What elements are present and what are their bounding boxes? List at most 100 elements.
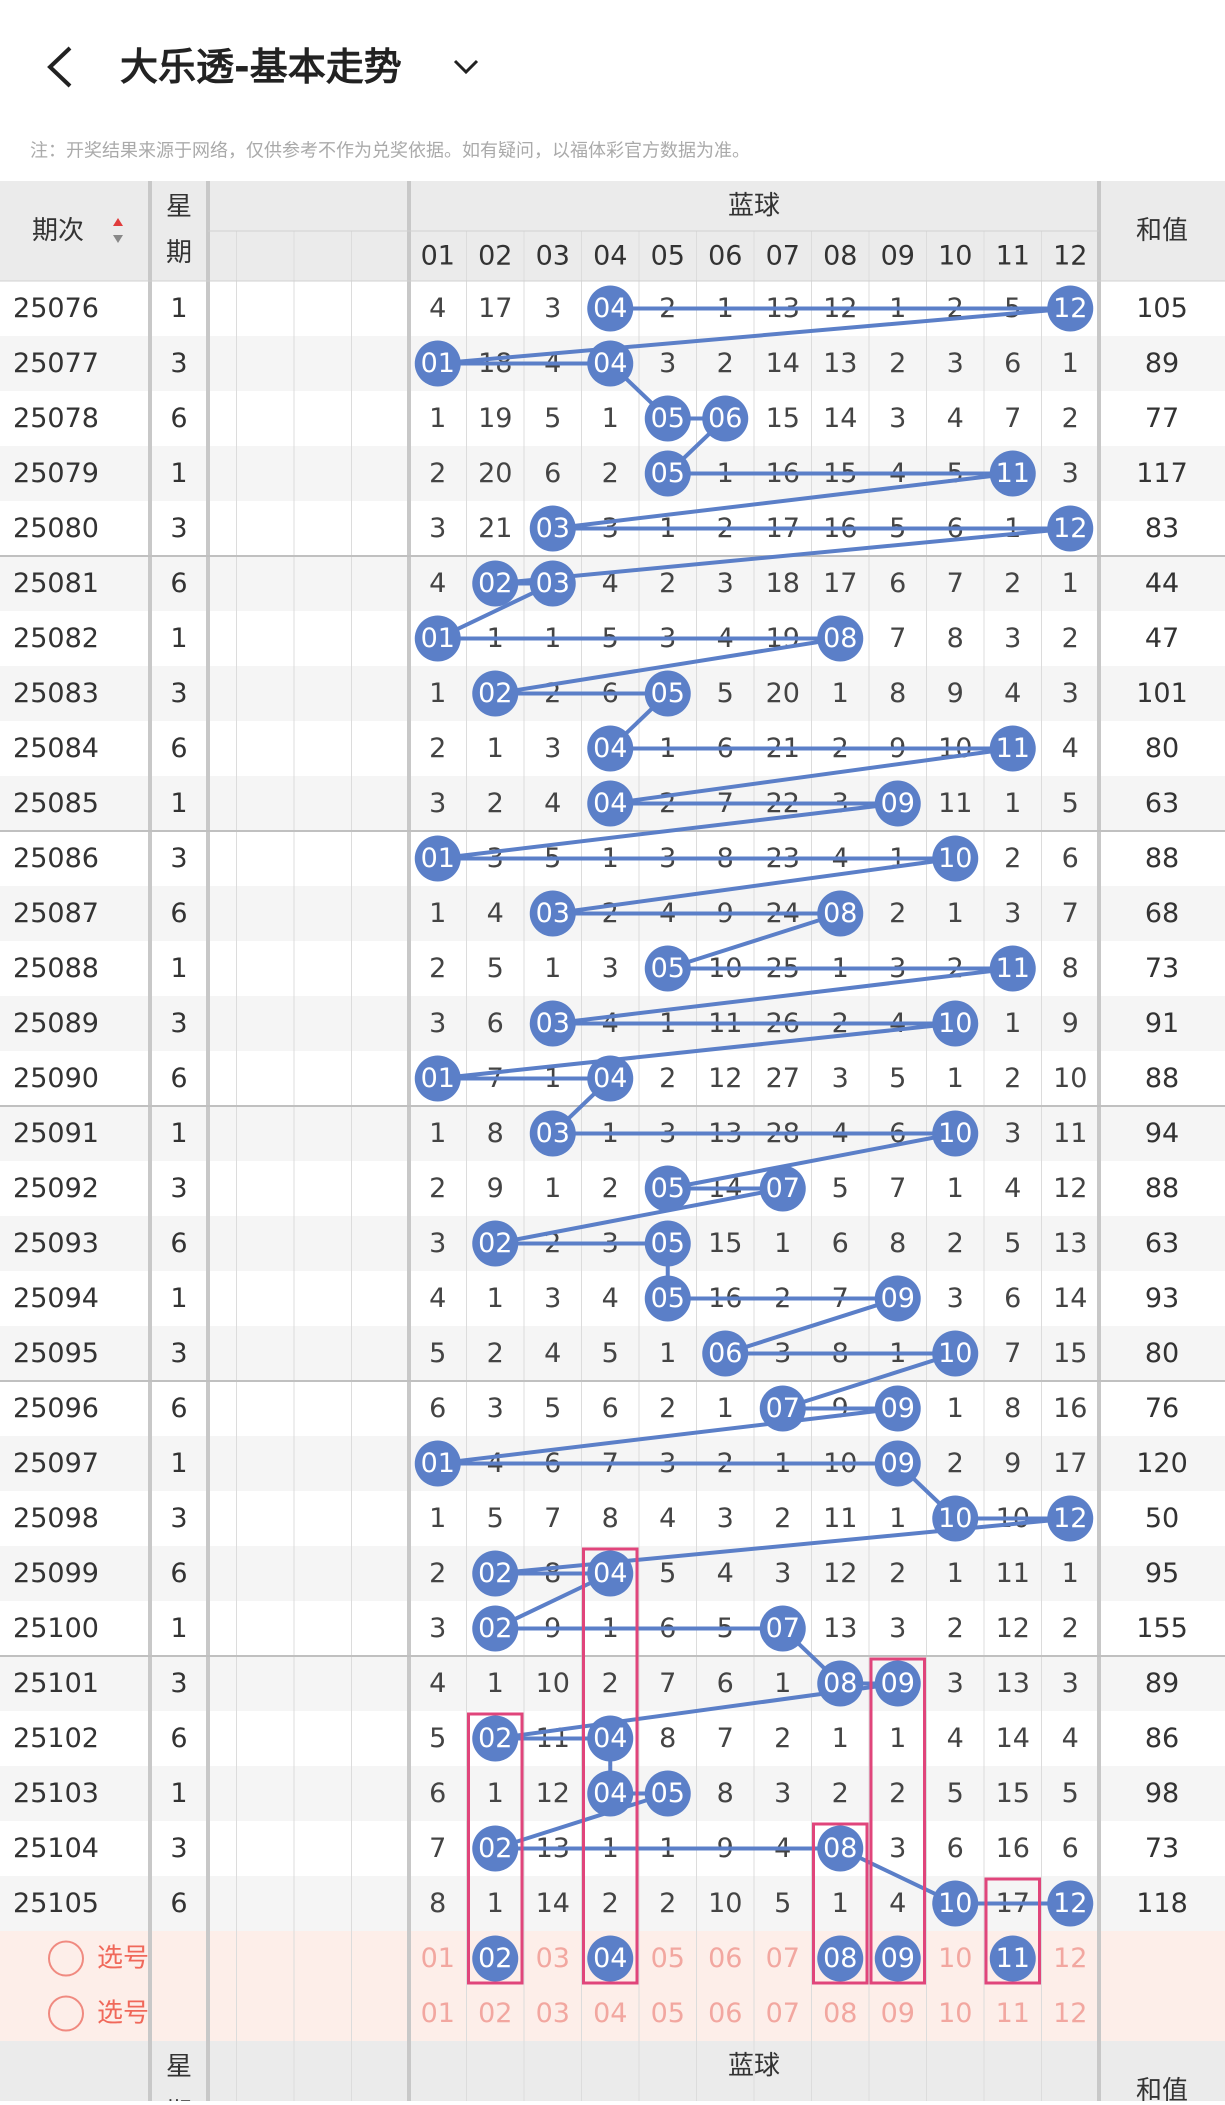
blue-ball-number: 04 [593, 348, 627, 379]
blue-miss: 12 [1053, 1173, 1087, 1204]
title-dropdown[interactable] [453, 59, 479, 75]
blue-miss: 3 [717, 568, 734, 599]
sum: 86 [1145, 1723, 1179, 1754]
blue-column-number: 02 [478, 241, 512, 272]
blue-miss[interactable]: 07 [766, 1943, 800, 1974]
blue-miss: 7 [1004, 403, 1021, 434]
blue-miss: 2 [1004, 568, 1021, 599]
blue-ball-number: 05 [651, 1283, 685, 1314]
blue-ball-number: 01 [421, 843, 455, 874]
blue-miss: 8 [487, 1118, 504, 1149]
blue-column-number: 03 [536, 241, 570, 272]
blue-miss[interactable]: 11 [996, 1998, 1030, 2029]
blue-miss: 1 [1004, 1008, 1021, 1039]
blue-miss: 6 [717, 1668, 734, 1699]
blue-ball [587, 285, 634, 332]
back-button[interactable] [47, 46, 72, 88]
period: 25078 [13, 403, 99, 434]
blue-miss: 8 [717, 1778, 734, 1809]
blue-miss[interactable]: 03 [536, 1998, 570, 2029]
blue-miss: 3 [1062, 1668, 1079, 1699]
page-title[interactable]: 大乐透-基本走势 [120, 45, 402, 89]
blue-ball [989, 450, 1036, 497]
blue-ball-number[interactable]: 11 [996, 1943, 1030, 1974]
blue-miss[interactable]: 09 [881, 1998, 915, 2029]
sum: 95 [1145, 1558, 1179, 1589]
blue-ball[interactable] [817, 1935, 864, 1982]
blue-miss: 3 [774, 1558, 791, 1589]
row-bg [0, 556, 1225, 611]
blue-miss[interactable]: 06 [708, 1998, 742, 2029]
blue-miss: 4 [947, 403, 964, 434]
blue-miss: 10 [708, 1888, 742, 1919]
blue-miss[interactable]: 10 [938, 1998, 972, 2029]
blue-ball [932, 1110, 979, 1157]
blue-miss[interactable]: 01 [421, 1998, 455, 2029]
select-label[interactable]: 选号 [97, 1944, 149, 1974]
blue-column-number: 08 [823, 241, 857, 272]
period: 25077 [13, 348, 99, 379]
period: 25091 [13, 1118, 99, 1149]
blue-ball-number[interactable]: 09 [881, 1943, 915, 1974]
blue-ball-number: 11 [996, 953, 1030, 984]
blue-ball-number: 08 [823, 1833, 857, 1864]
blue-miss: 1 [947, 1173, 964, 1204]
blue-ball-number: 12 [1053, 1888, 1087, 1919]
blue-ball [759, 1385, 806, 1432]
blue-column-number: 05 [651, 241, 685, 272]
blue-miss: 4 [544, 788, 561, 819]
period: 25098 [13, 1503, 99, 1534]
period: 25076 [13, 293, 99, 324]
blue-miss[interactable]: 03 [536, 1943, 570, 1974]
blue-ball-number: 02 [478, 1613, 512, 1644]
blue-ball [989, 725, 1036, 772]
blue-miss[interactable]: 08 [823, 1998, 857, 2029]
blue-miss[interactable]: 07 [766, 1998, 800, 2029]
blue-miss[interactable]: 12 [1053, 1943, 1087, 1974]
select-label[interactable]: 选号 [97, 1999, 149, 2029]
blue-ball-number: 09 [881, 1668, 915, 1699]
blue-ball-number[interactable]: 08 [823, 1943, 857, 1974]
blue-miss: 7 [544, 1503, 561, 1534]
blue-miss: 2 [774, 1503, 791, 1534]
blue-miss: 8 [602, 1503, 619, 1534]
blue-miss: 13 [823, 1613, 857, 1644]
select-radio[interactable] [48, 1940, 84, 1977]
blue-miss[interactable]: 02 [478, 1998, 512, 2029]
blue-miss: 1 [889, 1503, 906, 1534]
blue-ball-number: 03 [536, 513, 570, 544]
blue-miss: 8 [947, 623, 964, 654]
blue-ball-number: 04 [593, 293, 627, 324]
blue-miss[interactable]: 05 [651, 1998, 685, 2029]
blue-ball [989, 945, 1036, 992]
blue-miss: 20 [478, 458, 512, 489]
blue-ball[interactable] [472, 1935, 519, 1982]
blue-ball[interactable] [989, 1935, 1036, 1982]
blue-miss: 1 [1062, 568, 1079, 599]
blue-miss: 3 [659, 348, 676, 379]
weekday: 3 [170, 513, 187, 544]
blue-miss[interactable]: 10 [938, 1943, 972, 1974]
blue-miss[interactable]: 12 [1053, 1998, 1087, 2029]
blue-ball[interactable] [874, 1935, 921, 1982]
blue-ball-number[interactable]: 04 [593, 1943, 627, 1974]
blue-ball [932, 1495, 979, 1542]
blue-miss: 1 [429, 1503, 446, 1534]
blue-ball-number: 02 [478, 1558, 512, 1589]
blue-miss[interactable]: 04 [593, 1998, 627, 2029]
blue-miss: 2 [659, 568, 676, 599]
blue-miss[interactable]: 01 [421, 1943, 455, 1974]
blue-miss: 3 [1062, 458, 1079, 489]
select-radio[interactable] [48, 1995, 84, 2032]
blue-ball[interactable] [587, 1935, 634, 1982]
sort-up [113, 218, 123, 226]
blue-miss[interactable]: 06 [708, 1943, 742, 1974]
blue-miss: 7 [889, 623, 906, 654]
blue-miss: 4 [487, 898, 504, 929]
blue-miss: 6 [1062, 843, 1079, 874]
blue-miss: 9 [1004, 1448, 1021, 1479]
blue-ball-number[interactable]: 02 [478, 1943, 512, 1974]
weekday: 1 [170, 953, 187, 984]
blue-miss[interactable]: 05 [651, 1943, 685, 1974]
blue-miss: 2 [487, 1338, 504, 1369]
